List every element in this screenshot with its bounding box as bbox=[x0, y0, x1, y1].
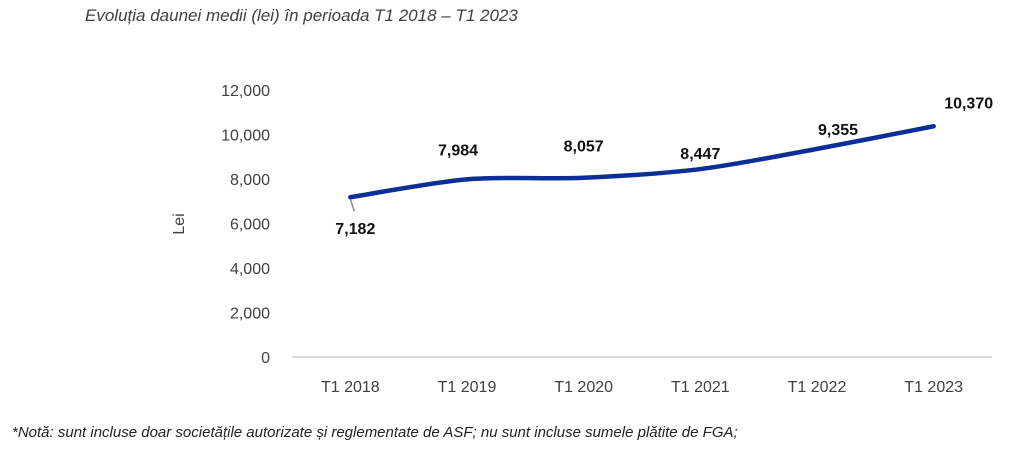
data-label: 7,182 bbox=[335, 221, 375, 238]
y-axis-label: Lei bbox=[171, 213, 188, 234]
footnote: *Notă: sunt incluse doar societățile aut… bbox=[12, 424, 738, 441]
series-line bbox=[348, 124, 936, 200]
data-label: 10,370 bbox=[944, 95, 993, 112]
y-tick-label: 0 bbox=[261, 350, 270, 367]
chart-title: Evoluția daunei medii (lei) în perioada … bbox=[85, 6, 518, 25]
data-label: 7,984 bbox=[438, 142, 478, 159]
data-label: 8,447 bbox=[680, 146, 720, 163]
data-label: 9,355 bbox=[818, 122, 858, 139]
y-tick-label: 12,000 bbox=[221, 83, 270, 100]
y-tick-label: 2,000 bbox=[230, 306, 270, 323]
data-label-leader-line bbox=[349, 198, 356, 212]
x-tick-label: T1 2021 bbox=[671, 379, 730, 396]
x-tick-label: T1 2023 bbox=[904, 379, 963, 396]
x-tick-label: T1 2020 bbox=[554, 379, 613, 396]
y-tick-label: 6,000 bbox=[230, 217, 270, 234]
x-tick-label: T1 2019 bbox=[438, 379, 497, 396]
x-tick-label: T1 2018 bbox=[321, 379, 380, 396]
x-tick-label: T1 2022 bbox=[788, 379, 847, 396]
y-tick-label: 10,000 bbox=[221, 128, 270, 145]
y-tick-label: 4,000 bbox=[230, 261, 270, 278]
data-label: 8,057 bbox=[564, 139, 604, 156]
y-tick-label: 8,000 bbox=[230, 172, 270, 189]
